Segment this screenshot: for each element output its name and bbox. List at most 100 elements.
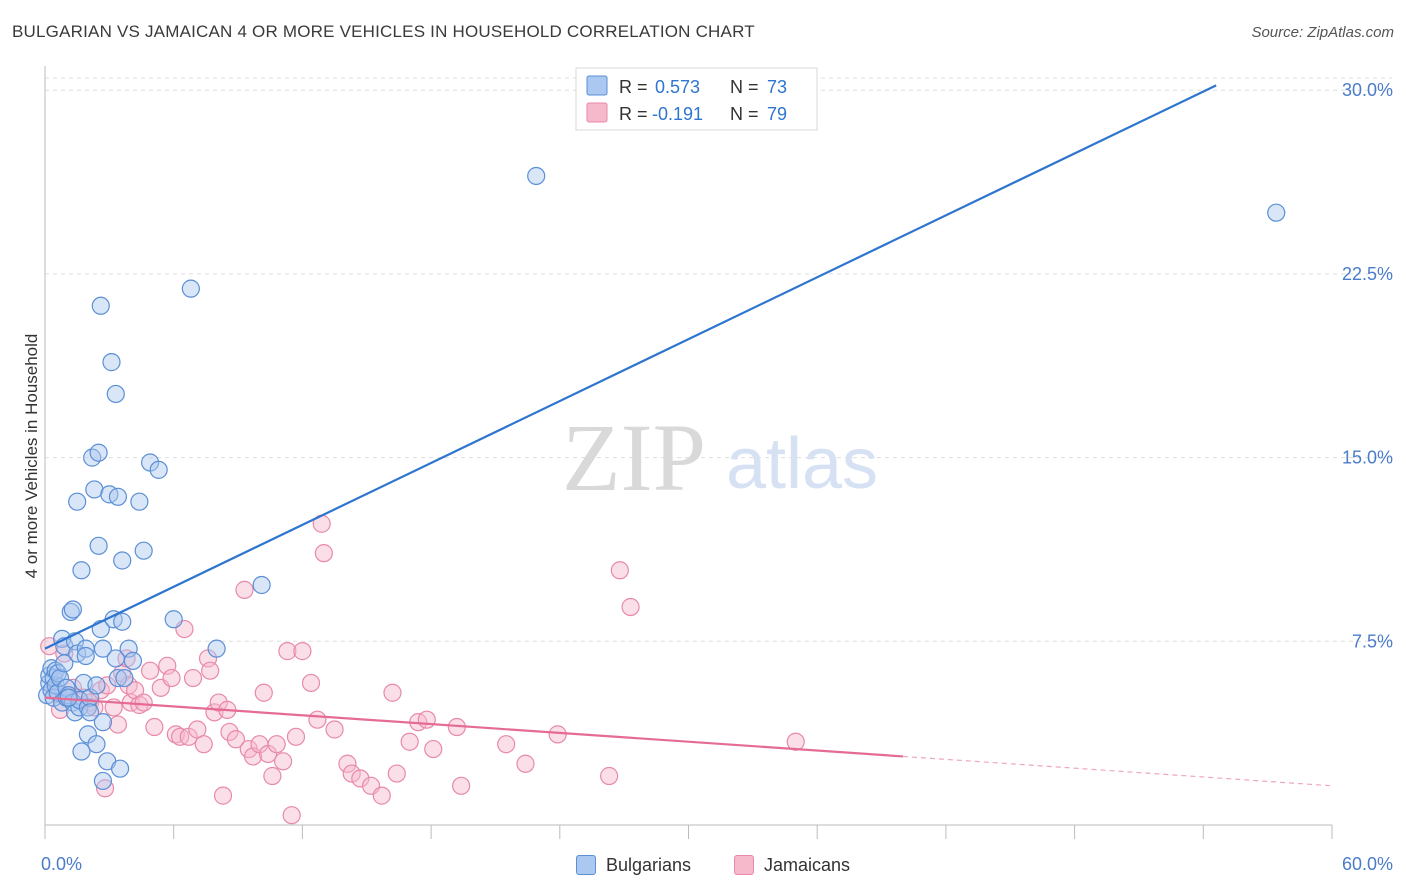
- bulgarians-point-29: [72, 561, 91, 580]
- bulgarians-point-10: [48, 683, 67, 702]
- bulgarians-point-11: [50, 668, 70, 688]
- y-tick-label-1: 15.0%: [1342, 448, 1393, 468]
- bulgarians-point-68: [207, 639, 226, 658]
- bulgarians-point-52: [106, 384, 125, 404]
- legend-n-value-blue: 73: [767, 77, 787, 97]
- legend-r-value-blue: 0.573: [655, 77, 700, 97]
- jamaicans-point-58: [314, 544, 333, 563]
- jamaicans-point-11: [95, 779, 115, 798]
- bulgarians-point-66: [164, 610, 183, 629]
- jamaicans-point-21: [134, 693, 153, 712]
- jamaicans-point-56: [308, 710, 327, 729]
- jamaicans-point-49: [267, 735, 286, 754]
- jamaicans-point-73: [497, 735, 516, 754]
- jamaicans-point-50: [273, 752, 293, 771]
- jamaicans-point-53: [286, 727, 306, 746]
- jamaicans-point-60: [338, 754, 357, 773]
- jamaicans-point-55: [301, 673, 321, 693]
- x-tick-label-0: 0.0%: [41, 854, 82, 874]
- bulgarians-point-44: [93, 713, 113, 732]
- bulgarians-point-63: [134, 541, 153, 560]
- jamaicans-point-22: [141, 661, 160, 680]
- y-tick-label-0: 7.5%: [1352, 631, 1393, 651]
- jamaicans-point-46: [254, 683, 273, 702]
- bulgarians-point-57: [113, 551, 132, 570]
- bulgarians-point-36: [80, 703, 100, 722]
- bulgarians-point-71: [1267, 203, 1286, 222]
- jamaicans-point-23: [145, 717, 164, 737]
- legend-n-label-blue: N =: [730, 77, 759, 97]
- jamaicans-point-40: [220, 722, 239, 742]
- bulgarians-point-50: [102, 353, 121, 372]
- bulgarians-point-48: [93, 771, 113, 791]
- jamaicans-point-31: [183, 668, 203, 688]
- jamaicans-swatch: [734, 855, 754, 875]
- jamaicans-point-26: [162, 668, 181, 688]
- gridlines: [45, 77, 1392, 642]
- legend-bottom: Bulgarians Jamaicans: [0, 852, 1406, 878]
- legend-label-jamaicans: Jamaicans: [764, 854, 851, 875]
- jamaicans-point-79: [786, 732, 805, 751]
- bulgarians-point-15: [55, 654, 74, 673]
- jamaicans-point-76: [600, 766, 619, 786]
- legend-n-label-pink: N =: [730, 104, 759, 124]
- bulgarians-point-70: [527, 166, 546, 186]
- bulgarians-point-19: [61, 602, 80, 622]
- legend-box: [575, 67, 818, 131]
- jamaicans-point-67: [400, 732, 419, 751]
- legend-n-value-pink: 79: [767, 104, 787, 124]
- jamaicans-point-51: [278, 642, 297, 661]
- jamaicans-point-69: [417, 710, 436, 729]
- bulgarians-point-72: [59, 688, 78, 707]
- jamaicans-point-66: [387, 764, 406, 783]
- legend-label-bulgarians: Bulgarians: [606, 854, 692, 875]
- legend-r-label-pink: R =: [619, 104, 648, 124]
- legend-item-jamaicans: Jamaicans: [734, 852, 850, 878]
- legend-r-value-pink: -0.191: [652, 104, 703, 124]
- jamaicans-point-14: [108, 715, 128, 734]
- jamaicans-points: [40, 514, 805, 825]
- bulgarians-point-24: [68, 492, 87, 511]
- jamaicans-point-72: [452, 776, 471, 795]
- bulgarians-point-40: [87, 676, 106, 695]
- jamaicans-point-77: [610, 561, 629, 580]
- source-label: Source: ZipAtlas.com: [1251, 24, 1394, 41]
- x-tick-label-1: 60.0%: [1342, 854, 1393, 874]
- jamaicans-point-65: [383, 683, 402, 702]
- bulgarians-point-39: [87, 735, 106, 754]
- bulgarians-point-62: [130, 492, 149, 511]
- bulgarians-point-38: [85, 480, 104, 499]
- jamaicans-point-75: [548, 725, 567, 744]
- tick-labels: 7.5% 15.0% 22.5% 30.0% 0.0% 60.0%: [41, 80, 1393, 874]
- bulgarians-point-43: [93, 639, 113, 658]
- jamaicans-point-59: [325, 720, 344, 739]
- jamaicans-point-35: [201, 661, 220, 680]
- legend-item-bulgarians: Bulgarians: [576, 852, 691, 878]
- bulgarians-point-65: [149, 460, 168, 479]
- jamaicans-point-12: [98, 676, 117, 695]
- watermark-zip: ZIP: [562, 404, 706, 511]
- jamaicans-trend-extension: [902, 755, 1333, 787]
- bulgarians-point-58: [115, 668, 134, 688]
- jamaicans-trend-line: [44, 696, 904, 758]
- y-axis-label: 4 or more Vehicles in Household: [22, 334, 41, 579]
- bulgarians-point-67: [181, 279, 200, 298]
- bulgarians-point-28: [72, 742, 91, 761]
- bulgarians-point-46: [89, 443, 108, 462]
- legend-r-label-blue: R =: [619, 77, 648, 97]
- jamaicans-point-70: [424, 739, 443, 759]
- bulgarians-trend-line: [44, 84, 1217, 650]
- jamaicans-point-74: [516, 754, 535, 773]
- bulgarians-point-56: [110, 759, 130, 778]
- jamaicans-point-52: [282, 806, 301, 825]
- bulgarians-point-55: [108, 668, 128, 688]
- bulgarians-point-20: [63, 600, 82, 619]
- y-tick-label-2: 22.5%: [1342, 264, 1393, 284]
- legend-top: R = 0.573 N = 73 R = -0.191 N = 79: [575, 67, 818, 131]
- jamaicans-point-78: [621, 597, 640, 617]
- bulgarians-swatch: [576, 855, 596, 875]
- bulgarians-point-69: [252, 575, 271, 595]
- bulgarians-point-59: [113, 612, 132, 631]
- jamaicans-point-48: [263, 766, 282, 786]
